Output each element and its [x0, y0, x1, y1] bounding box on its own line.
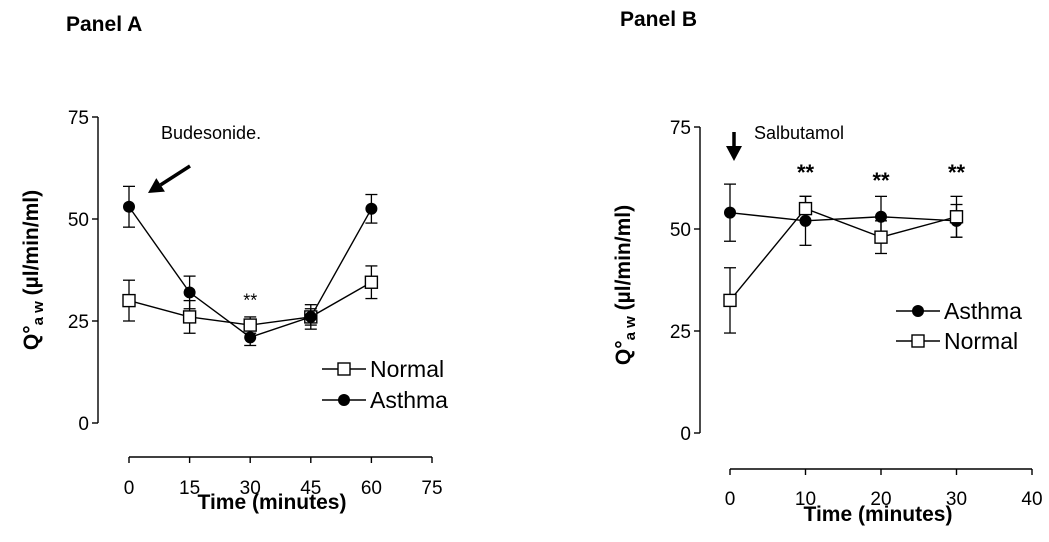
- annotation-label: Budesonide.: [161, 123, 261, 143]
- legend-marker: [912, 305, 924, 317]
- x-tick-label: 15: [179, 478, 200, 499]
- legend-label: Normal: [944, 328, 1018, 354]
- data-point-asthma: [724, 206, 736, 219]
- data-point-normal: [122, 293, 136, 308]
- legend-marker: [338, 394, 350, 406]
- x-tick-label: 60: [361, 478, 382, 499]
- y-tick-label: 25: [68, 312, 89, 333]
- y-tick-label: 75: [68, 108, 89, 129]
- significance-marker: **: [243, 291, 257, 311]
- panel-b-title: Panel B: [620, 8, 698, 31]
- x-tick-label: 30: [946, 489, 967, 510]
- x-tick-label: 45: [300, 478, 321, 499]
- series-line-asthma: [729, 211, 957, 222]
- legend-marker: [911, 334, 925, 348]
- data-point-asthma: [183, 286, 196, 299]
- x-tick-label: 40: [1021, 489, 1042, 510]
- data-point-asthma: [365, 202, 378, 215]
- x-tick-label: 75: [421, 478, 442, 499]
- data-point-normal: [798, 201, 813, 216]
- y-axis-label: Q°a w (µl/min/ml): [20, 190, 47, 350]
- annotation-label: Salbutamol: [754, 123, 844, 143]
- data-point-asthma: [799, 214, 812, 227]
- y-tick-label: 0: [680, 424, 691, 445]
- x-tick-label: 0: [725, 489, 736, 510]
- y-tick-label: 50: [670, 220, 691, 241]
- x-tick-label: 20: [870, 489, 891, 510]
- legend-marker: [337, 362, 351, 376]
- data-point-normal: [182, 310, 197, 324]
- significance-marker: **: [872, 168, 890, 193]
- y-tick-label: 0: [78, 414, 89, 435]
- x-axis-label: Time (minutes): [804, 503, 953, 526]
- data-point-asthma: [304, 310, 317, 323]
- data-point-normal: [949, 210, 964, 224]
- significance-marker: **: [948, 160, 966, 185]
- legend-label: Normal: [370, 356, 444, 382]
- y-tick-label: 50: [68, 210, 89, 231]
- series-line-normal: [729, 207, 957, 301]
- annotation-arrow-head: [726, 146, 742, 161]
- data-point-asthma: [875, 210, 887, 223]
- significance-marker: **: [797, 160, 815, 185]
- data-point-normal: [874, 230, 888, 244]
- y-tick-label: 75: [670, 118, 691, 139]
- x-axis-label: Time (minutes): [198, 491, 347, 514]
- panel-b-chart: 0 25 50 75 0 10 20 30 40 Time (minutes) Q°a w (µl/…: [612, 118, 1043, 526]
- data-point-normal: [364, 275, 379, 289]
- x-tick-label: 30: [240, 478, 261, 499]
- data-point-normal: [243, 318, 257, 332]
- data-point-asthma: [244, 331, 257, 344]
- annotation-arrow-shaft: [159, 164, 191, 187]
- x-tick-label: 10: [795, 489, 816, 510]
- legend-label: Asthma: [944, 298, 1022, 324]
- data-point-asthma: [123, 200, 135, 213]
- data-point-normal: [723, 293, 737, 308]
- y-axis-label: Q°a w (µl/min/ml): [612, 205, 639, 365]
- x-tick-label: 0: [124, 478, 135, 499]
- legend-label: Asthma: [370, 387, 448, 413]
- y-tick-label: 25: [670, 322, 691, 343]
- panel-a-title: Panel A: [66, 13, 143, 36]
- annotation-arrow-head: [148, 178, 165, 193]
- panel-a-chart: 0 25 50 75 0 15 30 45 60 75 Time (minutes) Q°a w (µ…: [20, 108, 448, 514]
